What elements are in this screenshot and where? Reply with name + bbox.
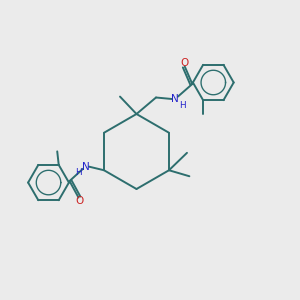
- Text: O: O: [75, 196, 83, 206]
- Text: H: H: [179, 100, 185, 109]
- Text: N: N: [171, 94, 179, 104]
- Text: O: O: [181, 58, 189, 68]
- Text: N: N: [82, 162, 90, 172]
- Text: H: H: [75, 167, 82, 176]
